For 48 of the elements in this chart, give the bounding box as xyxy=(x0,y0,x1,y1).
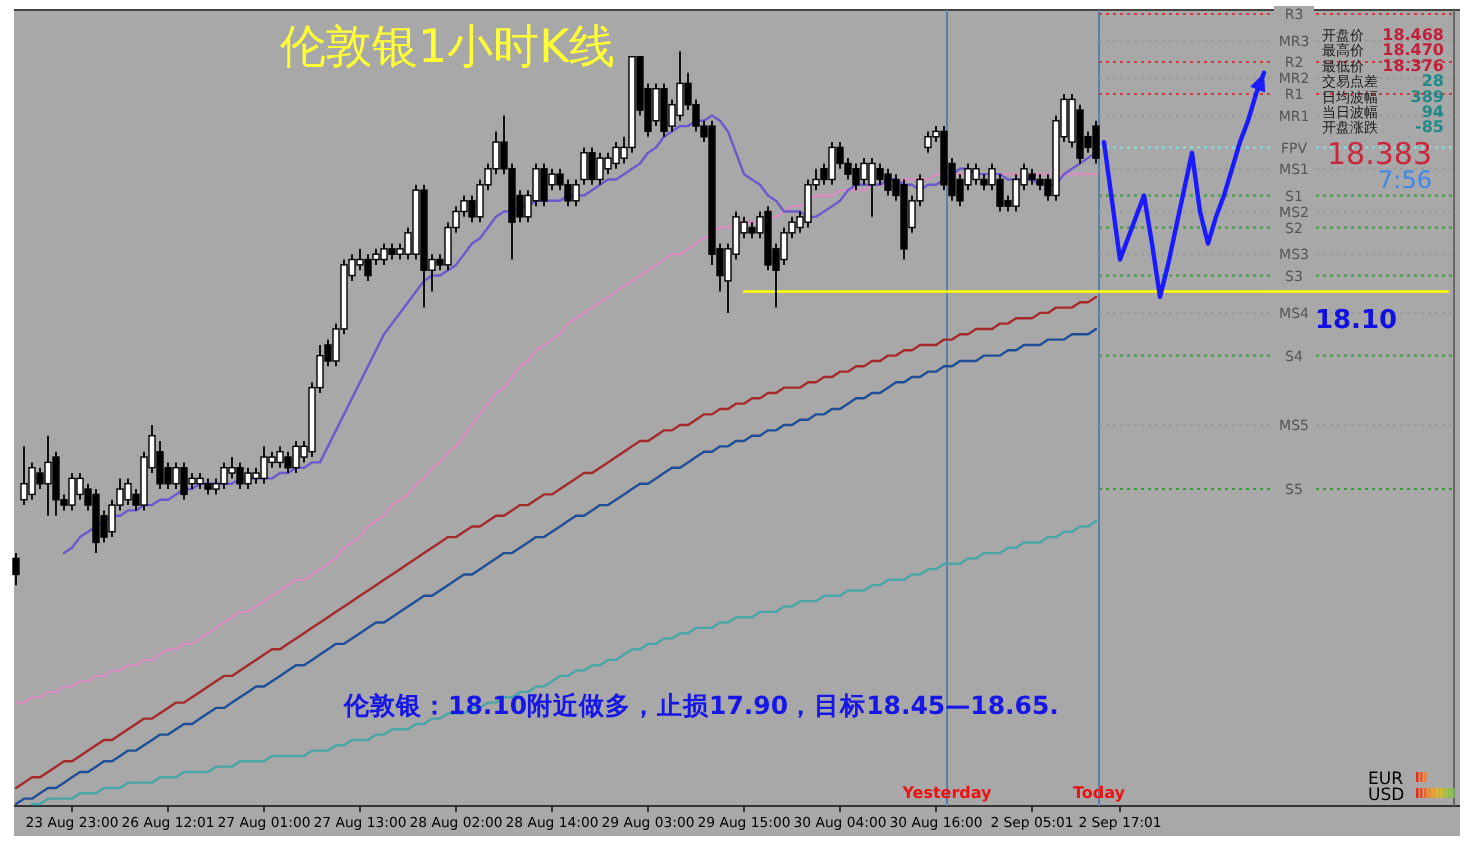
annotation: 94 xyxy=(1421,103,1445,121)
candlestick xyxy=(36,466,44,490)
candlestick xyxy=(540,162,548,208)
candlestick xyxy=(884,167,892,197)
candlestick xyxy=(1092,119,1100,165)
candlestick xyxy=(172,461,180,490)
text: USD xyxy=(1368,786,1406,806)
annotation: 7:56 xyxy=(1378,166,1432,194)
candlestick xyxy=(124,477,132,506)
annotation: 28 xyxy=(1421,72,1445,91)
candlestick xyxy=(276,445,284,469)
annotation: 18.383 xyxy=(1327,136,1432,172)
text: Yesterday xyxy=(900,784,994,802)
candlestick xyxy=(284,450,292,474)
candlestick xyxy=(220,461,228,490)
candlestick xyxy=(860,157,868,186)
candlestick xyxy=(228,456,236,480)
candlestick xyxy=(588,146,596,186)
candlestick xyxy=(244,466,252,490)
candlestick xyxy=(20,445,28,506)
text: 18.468 xyxy=(1382,26,1445,44)
annotation: 18.376 xyxy=(1382,56,1445,75)
candlestick xyxy=(596,151,604,186)
candlestick xyxy=(828,141,836,186)
candlestick xyxy=(612,141,620,170)
text: EUR xyxy=(1368,770,1404,790)
candlestick xyxy=(44,434,52,517)
candlestick xyxy=(924,130,932,154)
candlestick xyxy=(652,82,660,127)
candlestick xyxy=(660,82,668,138)
candlestick xyxy=(356,247,364,272)
annotation: 18.470 xyxy=(1382,41,1445,60)
candlestick xyxy=(68,472,76,512)
candlestick xyxy=(180,461,188,501)
candlestick xyxy=(236,461,244,490)
candlestick xyxy=(260,445,268,485)
candlestick xyxy=(852,162,860,192)
annotation: 389 xyxy=(1410,87,1445,106)
candlestick xyxy=(12,552,20,587)
candlestick xyxy=(868,157,876,218)
chart-title: 伦敦银1小时K线 xyxy=(280,22,616,74)
annotation: -85 xyxy=(1415,118,1445,137)
candlestick xyxy=(972,162,980,186)
candlestick xyxy=(364,253,372,282)
annotation: 18.10 xyxy=(1314,306,1398,337)
candlestick xyxy=(292,440,300,474)
candlestick xyxy=(380,242,388,266)
text: Today xyxy=(1073,784,1127,802)
